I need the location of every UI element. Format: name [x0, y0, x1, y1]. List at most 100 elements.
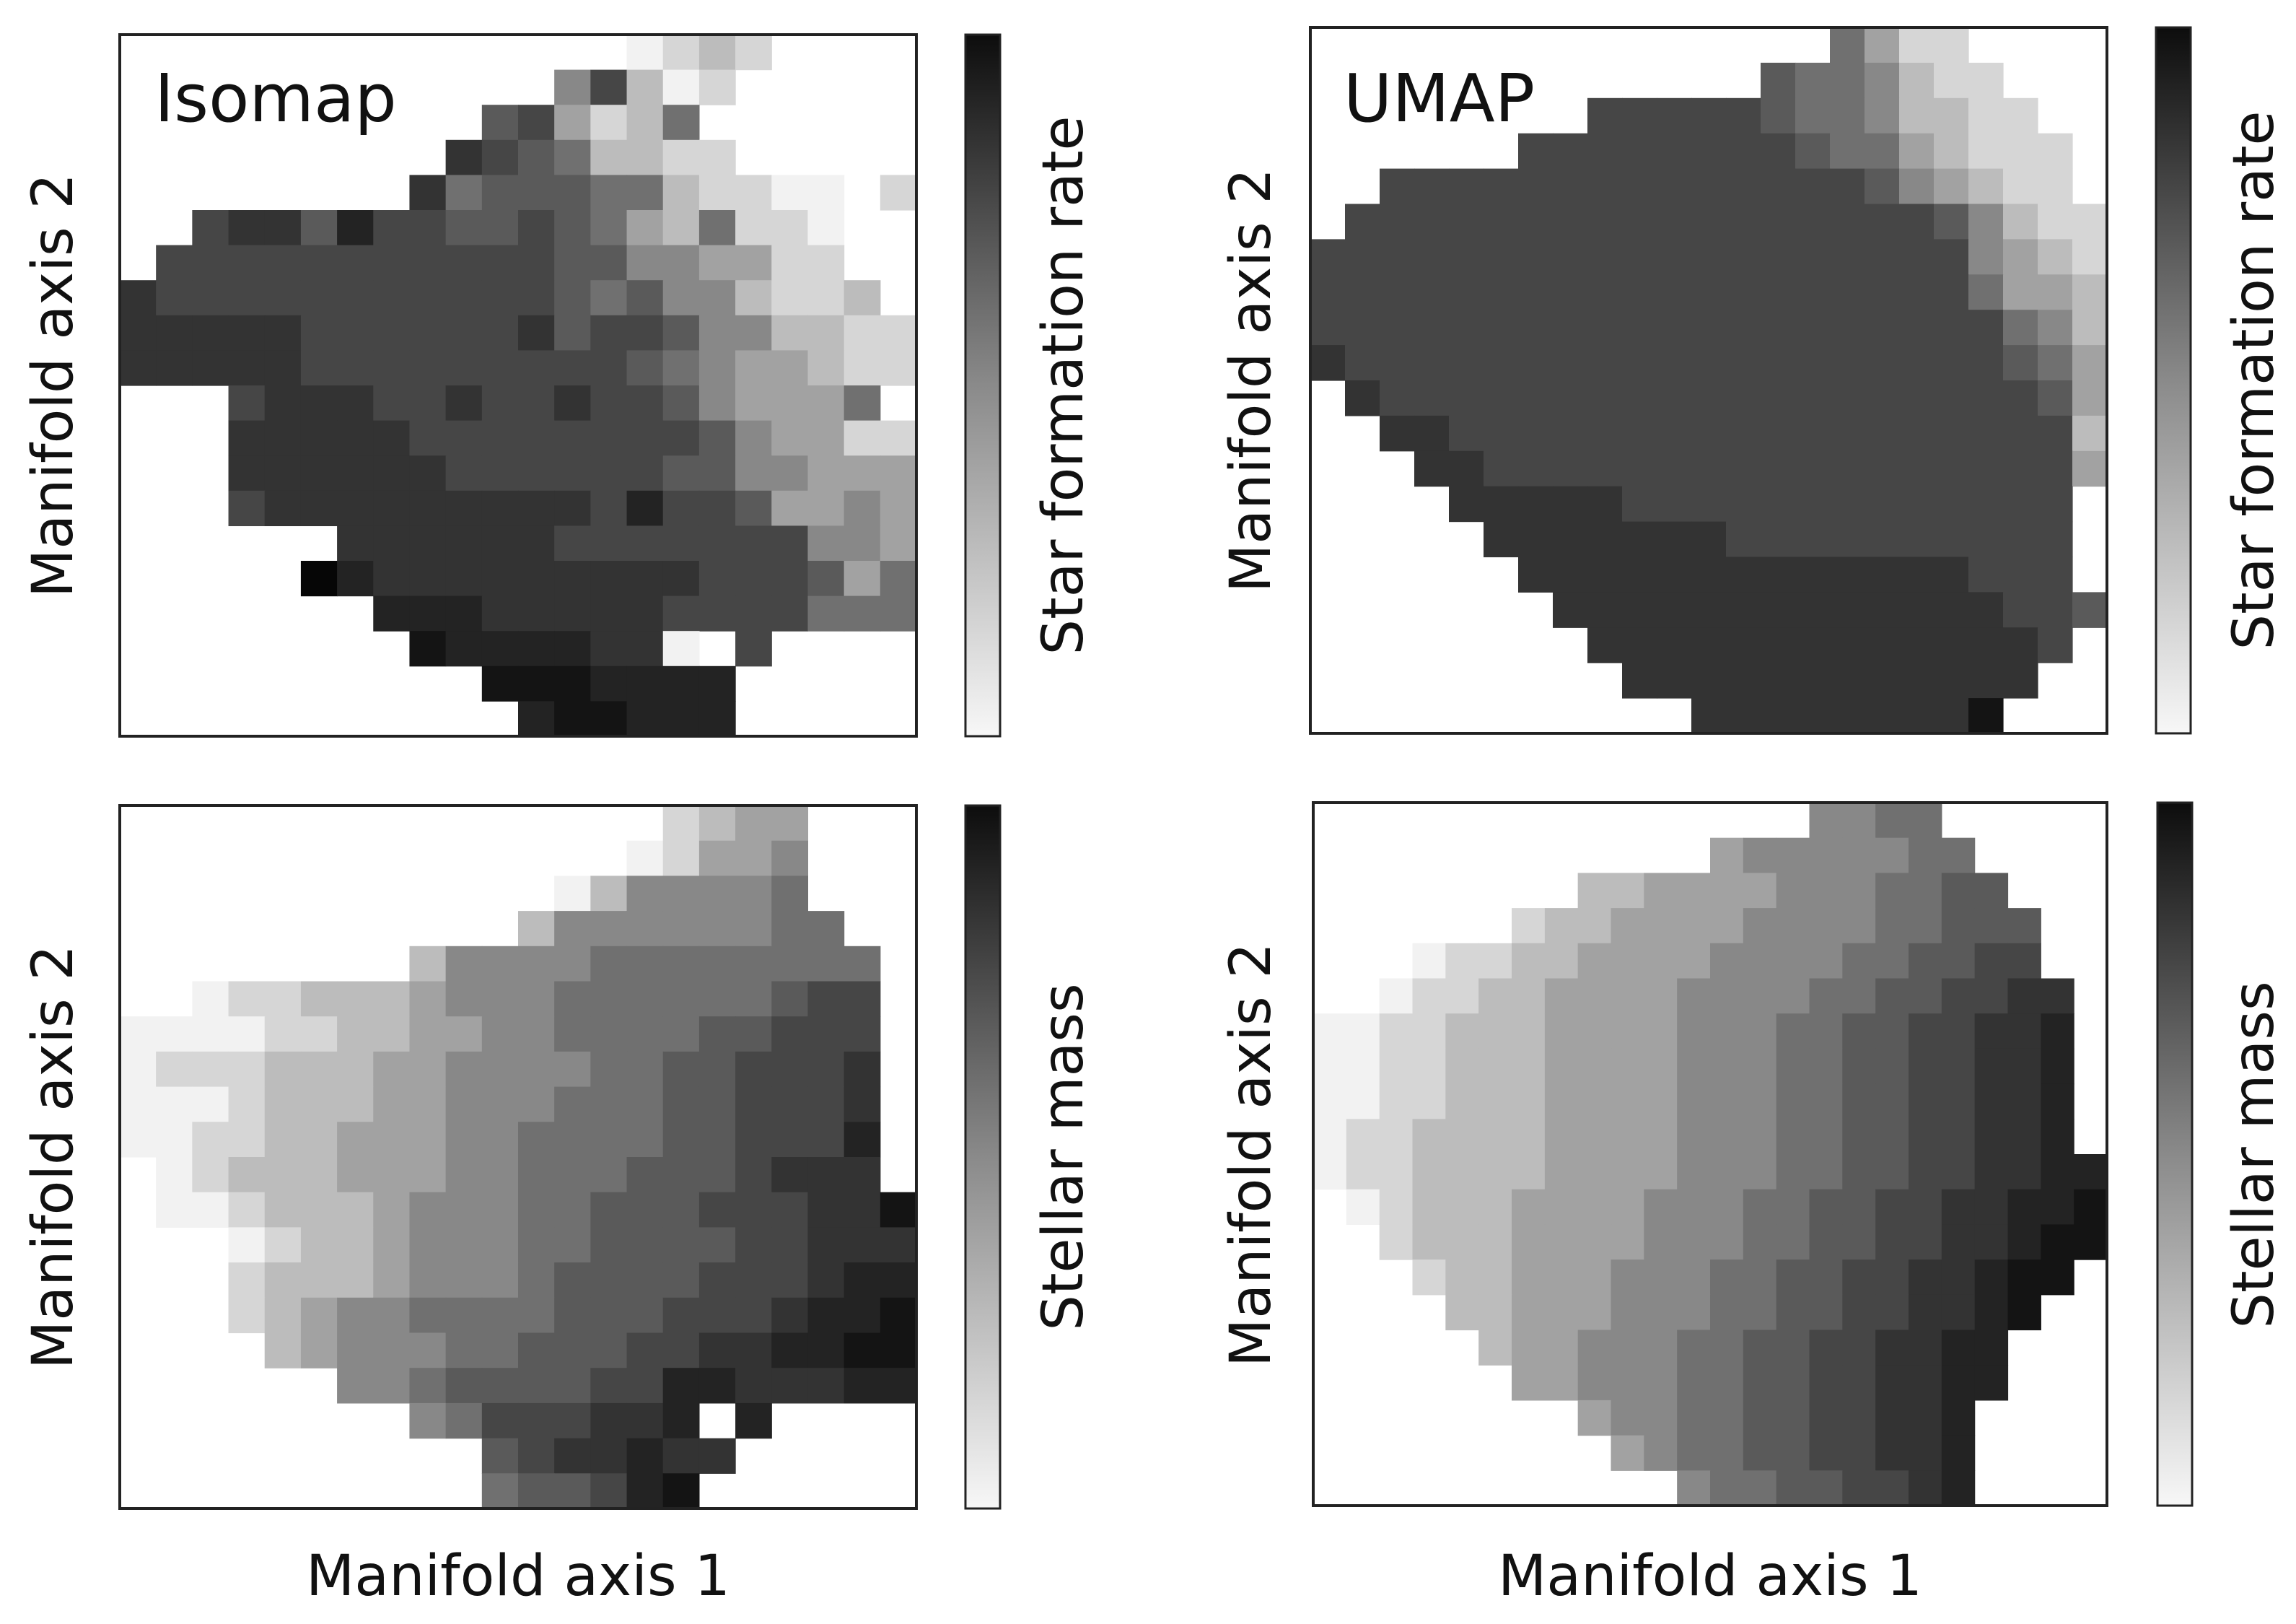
heatmap-cell: [2038, 450, 2073, 487]
heatmap-cell: [662, 876, 700, 912]
colorbar-label: Stellar mass: [1031, 983, 1096, 1330]
heatmap-cell: [1345, 239, 1380, 275]
heatmap-cell: [1875, 1330, 1909, 1366]
heatmap-cell: [662, 1227, 700, 1263]
heatmap-cell: [518, 1192, 555, 1228]
heatmap-cell: [1644, 1154, 1678, 1190]
heatmap-cell: [698, 69, 736, 105]
y-axis-label: Manifold axis 2: [21, 173, 86, 598]
heatmap-cell: [1899, 274, 1934, 310]
heatmap-cell: [1899, 450, 1934, 487]
heatmap-cell: [1830, 380, 1865, 416]
heatmap-cell: [1899, 592, 1934, 628]
heatmap-cell: [337, 525, 374, 562]
heatmap-cell: [192, 210, 229, 246]
heatmap-cell: [698, 1368, 736, 1404]
heatmap-cell: [771, 876, 809, 912]
heatmap-cell: [1909, 1365, 1942, 1401]
heatmap-cell: [1657, 168, 1692, 205]
heatmap-cell: [409, 1297, 447, 1334]
heatmap-cell: [2007, 908, 2041, 944]
heatmap-cell: [1899, 486, 1934, 523]
heatmap-cell: [1587, 97, 1623, 134]
heatmap-cell: [662, 911, 700, 947]
heatmap-cell: [1809, 837, 1843, 873]
heatmap-cell: [2003, 486, 2038, 523]
heatmap-cell: [481, 420, 519, 456]
heatmap-cell: [771, 1368, 809, 1404]
heatmap-cell: [1934, 345, 1969, 381]
heatmap-cell: [1379, 1013, 1414, 1049]
heatmap-cell: [518, 1332, 555, 1368]
heatmap-cell: [1611, 1013, 1644, 1049]
heatmap-cell: [698, 806, 736, 842]
heatmap-cell: [1974, 943, 2009, 979]
heatmap-cell: [626, 420, 664, 456]
heatmap-cell: [1412, 943, 1446, 979]
heatmap-cell: [626, 1016, 664, 1052]
heatmap-cell: [1577, 1119, 1612, 1155]
heatmap-cell: [2072, 592, 2108, 628]
heatmap-cell: [337, 1368, 374, 1404]
heatmap-cell: [1842, 1224, 1876, 1260]
heatmap-cell: [626, 350, 664, 386]
heatmap-cell: [1865, 627, 1900, 663]
heatmap-cell: [662, 1332, 700, 1368]
heatmap-cell: [409, 1368, 447, 1404]
heatmap-cell: [1544, 1365, 1579, 1401]
heatmap-cell: [807, 455, 845, 492]
heatmap-cell: [1587, 450, 1623, 487]
heatmap-cell: [120, 1051, 157, 1088]
heatmap-cell: [2041, 1048, 2074, 1085]
heatmap-cell: [1968, 239, 2004, 275]
heatmap-cell: [1941, 1048, 1976, 1085]
heatmap-cell: [1865, 486, 1900, 523]
heatmap-cell: [735, 1368, 772, 1404]
heatmap-cell: [1512, 1083, 1546, 1119]
heatmap-cell: [1830, 556, 1865, 593]
heatmap-cell: [409, 175, 447, 211]
heatmap-cell: [1974, 873, 2009, 909]
heatmap-cell: [445, 245, 483, 281]
heatmap-cell: [518, 139, 555, 175]
heatmap-cell: [735, 1402, 772, 1439]
heatmap-cell: [590, 420, 628, 456]
heatmap-cell: [1691, 380, 1727, 416]
heatmap-cell: [807, 245, 845, 281]
heatmap-cell: [1974, 1083, 2009, 1119]
heatmap-cell: [626, 911, 664, 947]
heatmap-cell: [1710, 1154, 1744, 1190]
heatmap-cell: [1968, 62, 2004, 99]
heatmap-cell: [1622, 204, 1657, 240]
heatmap-cell: [2041, 1119, 2074, 1155]
heatmap-cell: [409, 455, 447, 492]
heatmap-cell: [337, 1192, 374, 1228]
heatmap-cell: [1310, 345, 1346, 381]
heatmap-cell: [698, 1016, 736, 1052]
heatmap-cell: [662, 561, 700, 597]
heatmap-cell: [1865, 663, 1900, 699]
heatmap-cell: [1842, 1294, 1876, 1331]
heatmap-cell: [1875, 1189, 1909, 1225]
heatmap-cell: [1644, 1435, 1678, 1471]
heatmap-cell: [1809, 1013, 1843, 1049]
heatmap-cell: [1611, 1260, 1644, 1296]
heatmap-cell: [481, 1402, 519, 1439]
heatmap-cell: [662, 490, 700, 526]
heatmap-cell: [1974, 1013, 2009, 1049]
heatmap-cell: [1875, 978, 1909, 1014]
heatmap-cell: [771, 280, 809, 316]
heatmap-cell: [445, 139, 483, 175]
heatmap-cell: [1941, 1083, 1976, 1119]
heatmap-cell: [1909, 1189, 1942, 1225]
heatmap-cell: [1380, 310, 1415, 346]
heatmap-cell: [626, 1227, 664, 1263]
heatmap-cell: [445, 210, 483, 246]
heatmap-cell: [1776, 1083, 1810, 1119]
heatmap-cell: [337, 280, 374, 316]
heatmap-cell: [1795, 415, 1831, 452]
heatmap-cell: [518, 595, 555, 632]
heatmap-cell: [300, 981, 338, 1017]
heatmap-cell: [1842, 943, 1876, 979]
heatmap-cell: [554, 946, 591, 982]
